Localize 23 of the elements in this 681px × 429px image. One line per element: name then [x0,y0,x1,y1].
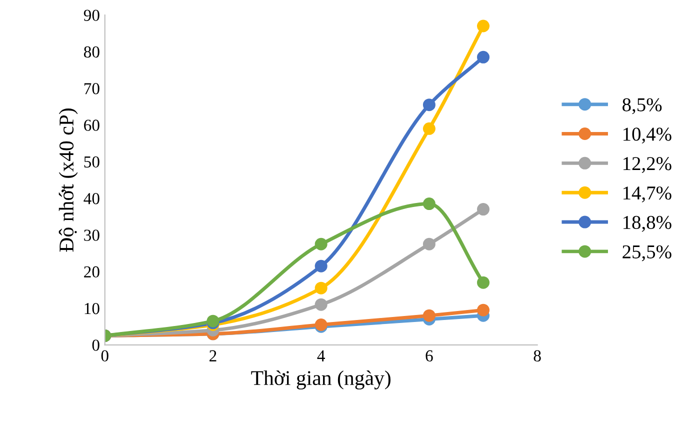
x-tick-label: 8 [534,350,541,362]
y-tick-label: 60 [84,120,100,131]
y-tick-label: 90 [84,10,100,21]
legend-label: 18,8% [624,216,672,232]
y-tick-label: 30 [84,230,100,241]
legend-label: 12,2% [624,157,672,173]
x-tick-label: 2 [210,350,216,362]
legend-label: 14,7% [624,186,672,202]
y-axis-title: Độ nhớt (x40 cP) [58,108,78,252]
legend-label: 8,5% [622,98,662,114]
y-tick-label: 20 [84,266,100,278]
y-tick-label: 0 [92,340,100,351]
y-tick-label: 10 [84,302,100,314]
y-tick-label: 80 [84,46,100,58]
x-tick-label: 4 [317,350,325,362]
legend-label: 10,4% [624,128,672,144]
y-tick-label: 50 [84,156,100,168]
legend-label: 25,5% [622,245,672,262]
x-tick-label: 6 [426,350,433,362]
x-axis-title: Thời gian (ngày) [251,370,390,390]
y-tick-label: 40 [84,192,100,204]
y-tick-label: 70 [84,83,100,94]
x-tick-label: 0 [101,350,108,362]
